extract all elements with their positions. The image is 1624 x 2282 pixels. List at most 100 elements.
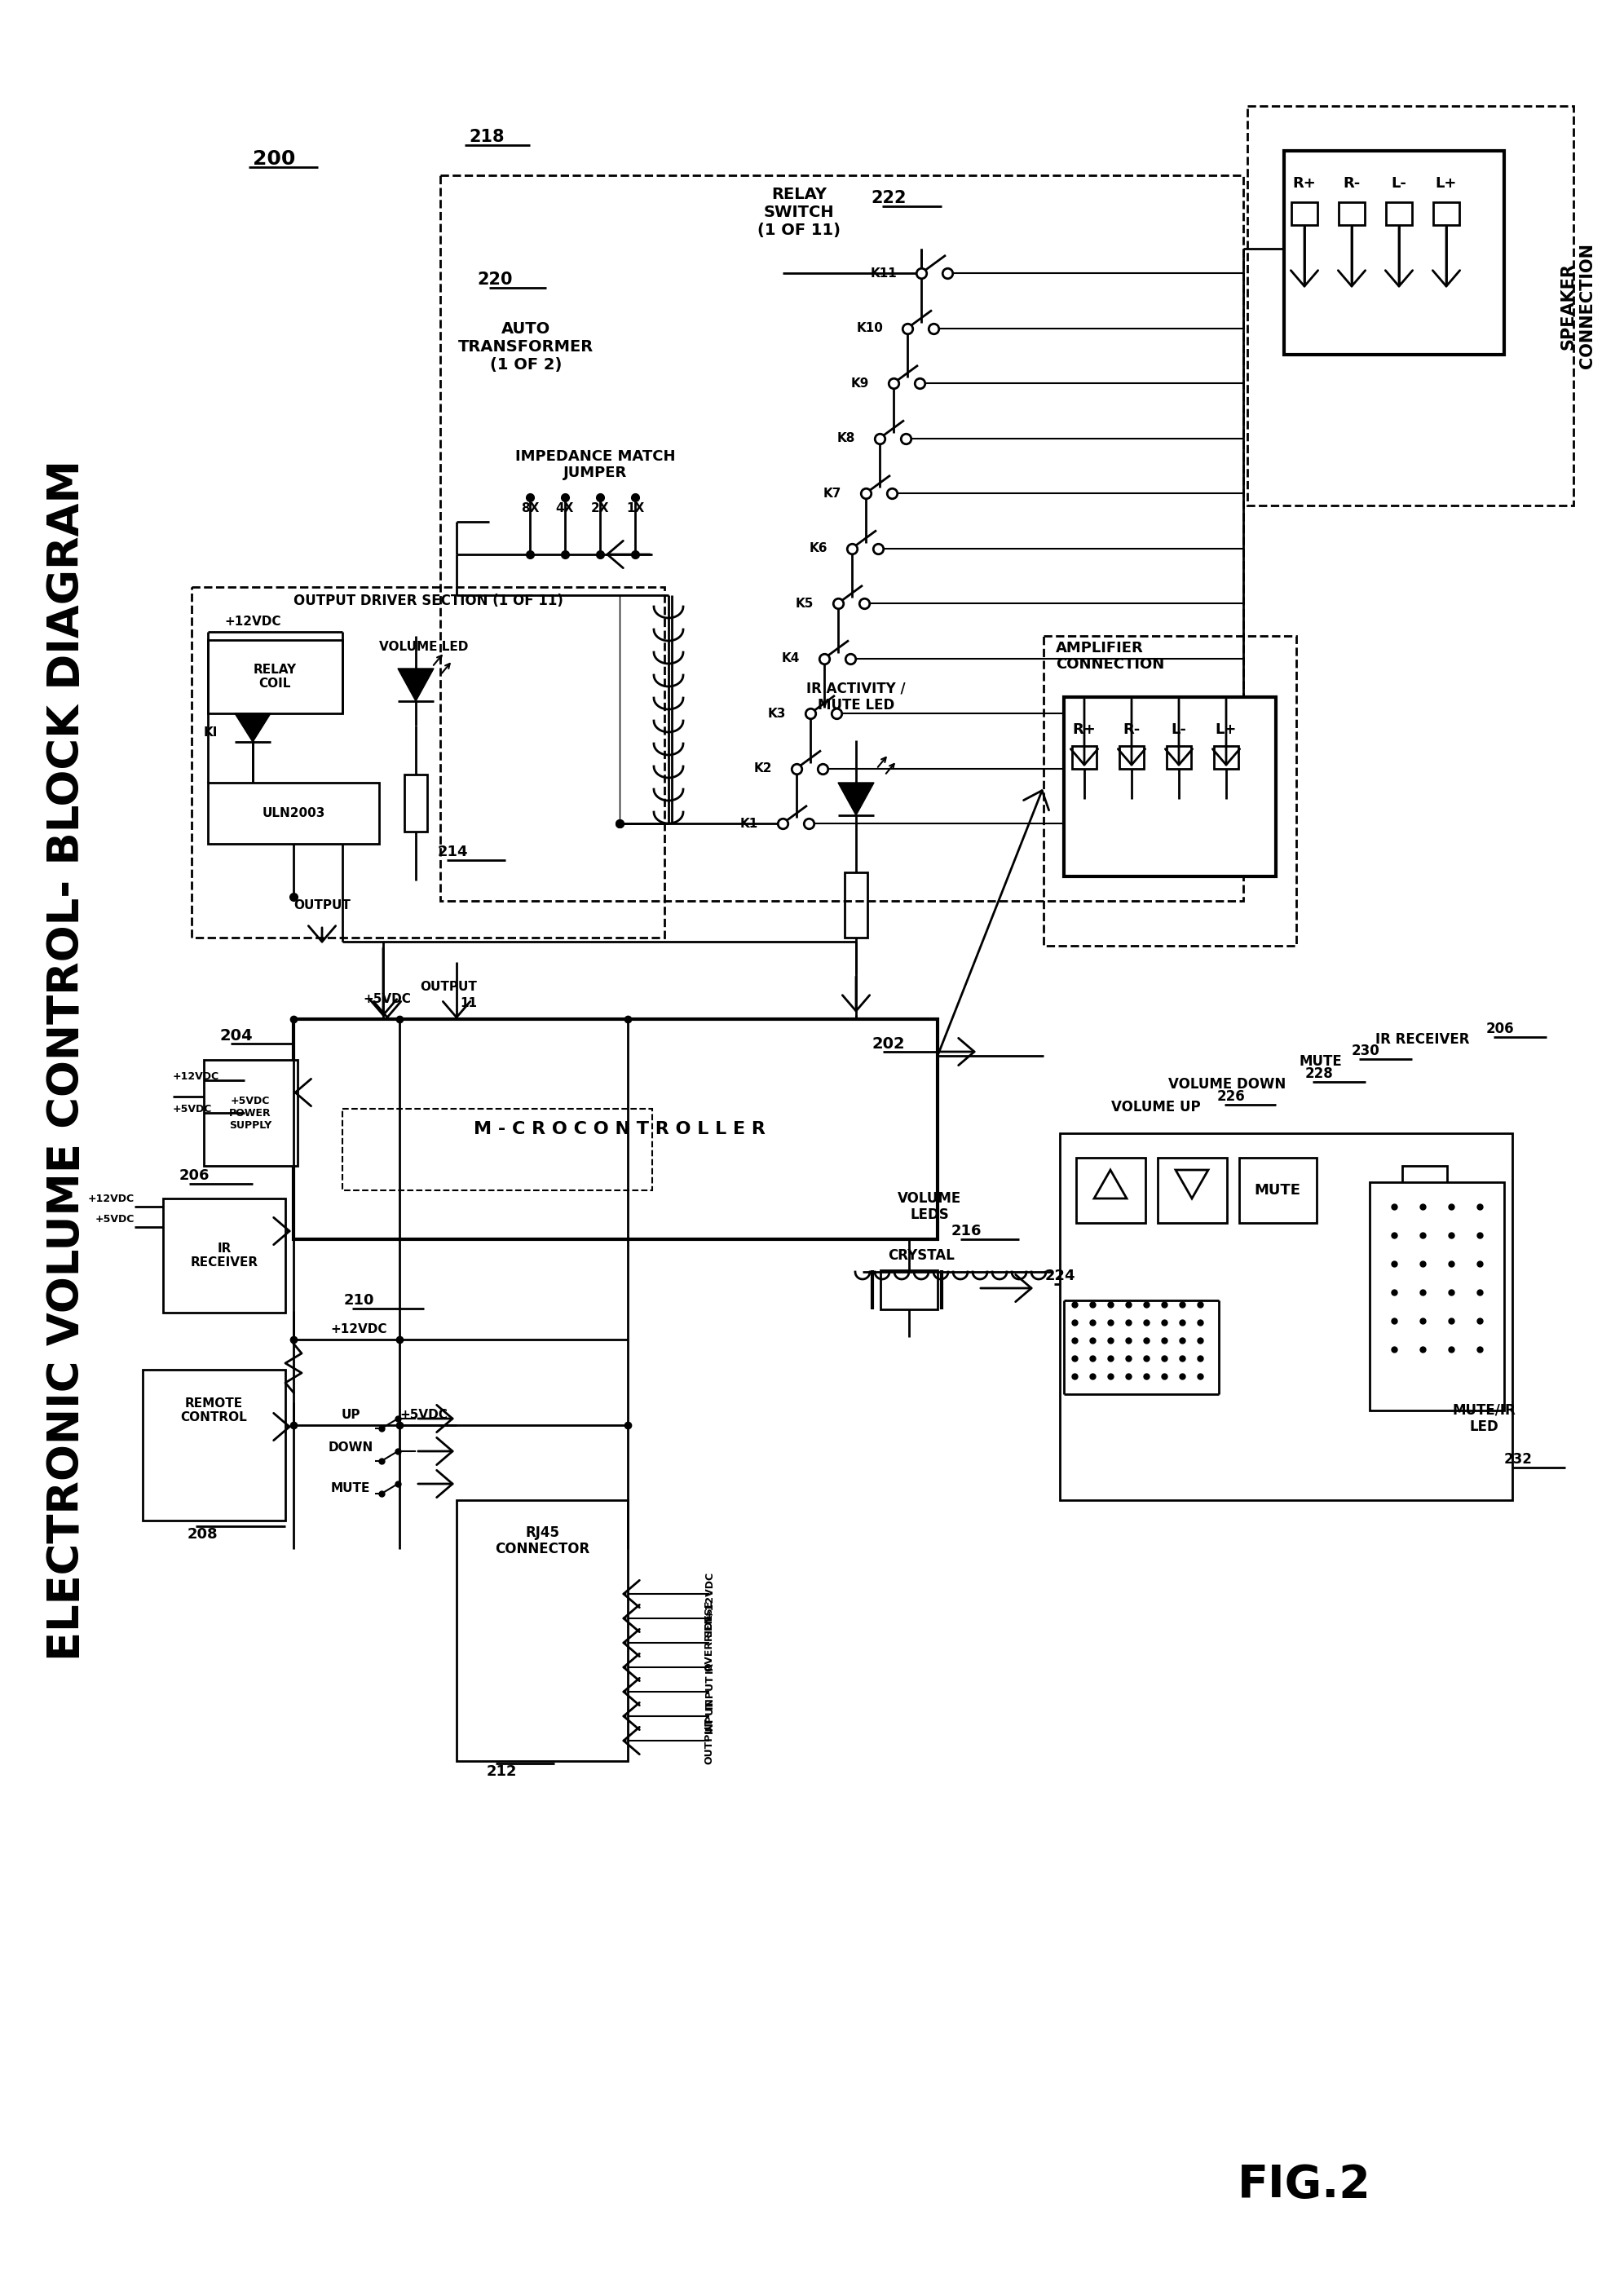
Text: IMPEDANCE MATCH
JUMPER: IMPEDANCE MATCH JUMPER	[515, 450, 676, 482]
Text: AUTO
TRANSFORMER
(1 OF 2): AUTO TRANSFORMER (1 OF 2)	[458, 322, 594, 372]
Text: K1: K1	[741, 817, 758, 831]
Text: OUTPUT: OUTPUT	[703, 1718, 715, 1764]
Bar	[440, 176, 1244, 901]
Text: MUTE: MUTE	[1299, 1054, 1341, 1068]
Text: ULN2003: ULN2003	[261, 808, 325, 819]
Text: 218: 218	[469, 128, 503, 146]
Bar	[1247, 105, 1574, 507]
Text: 224: 224	[1044, 1269, 1075, 1282]
Text: 230: 230	[1351, 1043, 1380, 1059]
Text: L+: L+	[1215, 723, 1237, 737]
Bar	[192, 586, 664, 938]
Text: L+: L+	[1436, 176, 1457, 192]
Text: +5VDC: +5VDC	[364, 993, 411, 1004]
Bar	[880, 1271, 937, 1310]
Bar	[1239, 1157, 1317, 1223]
Text: +12VDC: +12VDC	[330, 1324, 387, 1335]
Polygon shape	[1176, 1171, 1208, 1198]
Polygon shape	[398, 669, 434, 701]
Bar	[404, 774, 427, 831]
Text: RJ45
CONNECTOR: RJ45 CONNECTOR	[495, 1524, 590, 1556]
Bar	[162, 1198, 286, 1312]
Bar	[294, 1020, 937, 1239]
Text: K10: K10	[856, 322, 883, 333]
Text: 208: 208	[187, 1527, 218, 1543]
Bar	[844, 872, 867, 938]
Text: OUTPUT: OUTPUT	[421, 981, 477, 993]
Text: 206: 206	[179, 1168, 209, 1182]
Text: 200: 200	[253, 148, 296, 169]
Polygon shape	[1095, 1171, 1127, 1198]
Bar	[1064, 696, 1276, 876]
Bar	[1044, 637, 1296, 945]
Text: +5VDC: +5VDC	[400, 1408, 448, 1422]
Text: ELECTRONIC VOLUME CONTROL- BLOCK DIAGRAM: ELECTRONIC VOLUME CONTROL- BLOCK DIAGRAM	[45, 459, 88, 1661]
Text: 216: 216	[950, 1223, 981, 1239]
Text: K5: K5	[796, 598, 814, 609]
Bar	[1166, 746, 1190, 769]
Text: K7: K7	[823, 486, 841, 500]
Text: K3: K3	[768, 707, 786, 719]
Text: R+: R+	[1293, 176, 1315, 192]
Text: +12VDC: +12VDC	[88, 1193, 135, 1205]
Text: DOWN: DOWN	[328, 1440, 374, 1454]
Bar	[456, 1499, 628, 1762]
Text: 222: 222	[870, 189, 906, 205]
Text: REMOTE
CONTROL: REMOTE CONTROL	[180, 1397, 247, 1424]
Bar	[1369, 1182, 1504, 1410]
Bar	[1291, 203, 1317, 226]
Text: 220: 220	[477, 272, 513, 288]
Text: L-: L-	[1392, 176, 1406, 192]
Bar	[208, 639, 343, 714]
Text: 210: 210	[343, 1294, 374, 1308]
Text: VOLUME
LEDS: VOLUME LEDS	[898, 1191, 961, 1223]
Text: IR
RECEIVER: IR RECEIVER	[190, 1241, 258, 1269]
Text: +12VDC: +12VDC	[172, 1070, 219, 1082]
Text: MUTE/IR
LED: MUTE/IR LED	[1452, 1403, 1515, 1435]
Polygon shape	[838, 783, 874, 815]
Text: +5VDC
POWER
SUPPLY: +5VDC POWER SUPPLY	[229, 1095, 271, 1130]
Bar	[143, 1369, 286, 1520]
Text: 214: 214	[437, 844, 468, 860]
Text: K2: K2	[754, 762, 771, 774]
Text: +12VDC: +12VDC	[703, 1570, 715, 1618]
Text: IR RECEIVER: IR RECEIVER	[1376, 1031, 1470, 1047]
Text: +12VDC: +12VDC	[224, 616, 281, 628]
Text: 1X: 1X	[625, 502, 645, 513]
Text: 212: 212	[486, 1764, 516, 1780]
Text: 232: 232	[1504, 1451, 1531, 1467]
Text: L-: L-	[1171, 723, 1187, 737]
Bar	[1072, 746, 1096, 769]
Bar	[1119, 746, 1143, 769]
Text: OUTPUT: OUTPUT	[294, 899, 351, 911]
Text: M - C R O C O N T R O L L E R: M - C R O C O N T R O L L E R	[474, 1120, 765, 1136]
Text: FIG.2: FIG.2	[1237, 2163, 1371, 2207]
Text: 4X: 4X	[555, 502, 575, 513]
Bar	[205, 1059, 297, 1166]
Bar	[208, 783, 378, 844]
Text: 204: 204	[219, 1027, 253, 1043]
Text: VOLUME UP: VOLUME UP	[1111, 1100, 1200, 1114]
Bar	[1385, 203, 1411, 226]
Bar	[1434, 203, 1460, 226]
Text: 11: 11	[460, 997, 477, 1009]
Text: K8: K8	[836, 431, 856, 445]
Text: KI: KI	[203, 726, 218, 739]
Text: IR ACTIVITY /
MUTE LED: IR ACTIVITY / MUTE LED	[807, 682, 906, 712]
Text: R-: R-	[1343, 176, 1361, 192]
Text: RELAY
SWITCH
(1 OF 11): RELAY SWITCH (1 OF 11)	[757, 187, 841, 237]
Text: VOLUME LED: VOLUME LED	[380, 641, 468, 653]
Text: OVERRIDE: OVERRIDE	[703, 1613, 715, 1673]
Text: K6: K6	[809, 543, 828, 555]
Text: 228: 228	[1306, 1066, 1333, 1082]
Text: CRYSTAL: CRYSTAL	[888, 1248, 955, 1262]
Text: MUTE: MUTE	[331, 1481, 370, 1495]
Text: 226: 226	[1216, 1089, 1246, 1104]
Text: 8X: 8X	[521, 502, 539, 513]
Text: K11: K11	[870, 267, 896, 278]
Text: K4: K4	[781, 653, 799, 664]
Text: IR: IR	[703, 1661, 715, 1673]
Bar	[343, 1109, 653, 1191]
Text: +5VDC: +5VDC	[96, 1214, 135, 1223]
Bar	[1158, 1157, 1228, 1223]
